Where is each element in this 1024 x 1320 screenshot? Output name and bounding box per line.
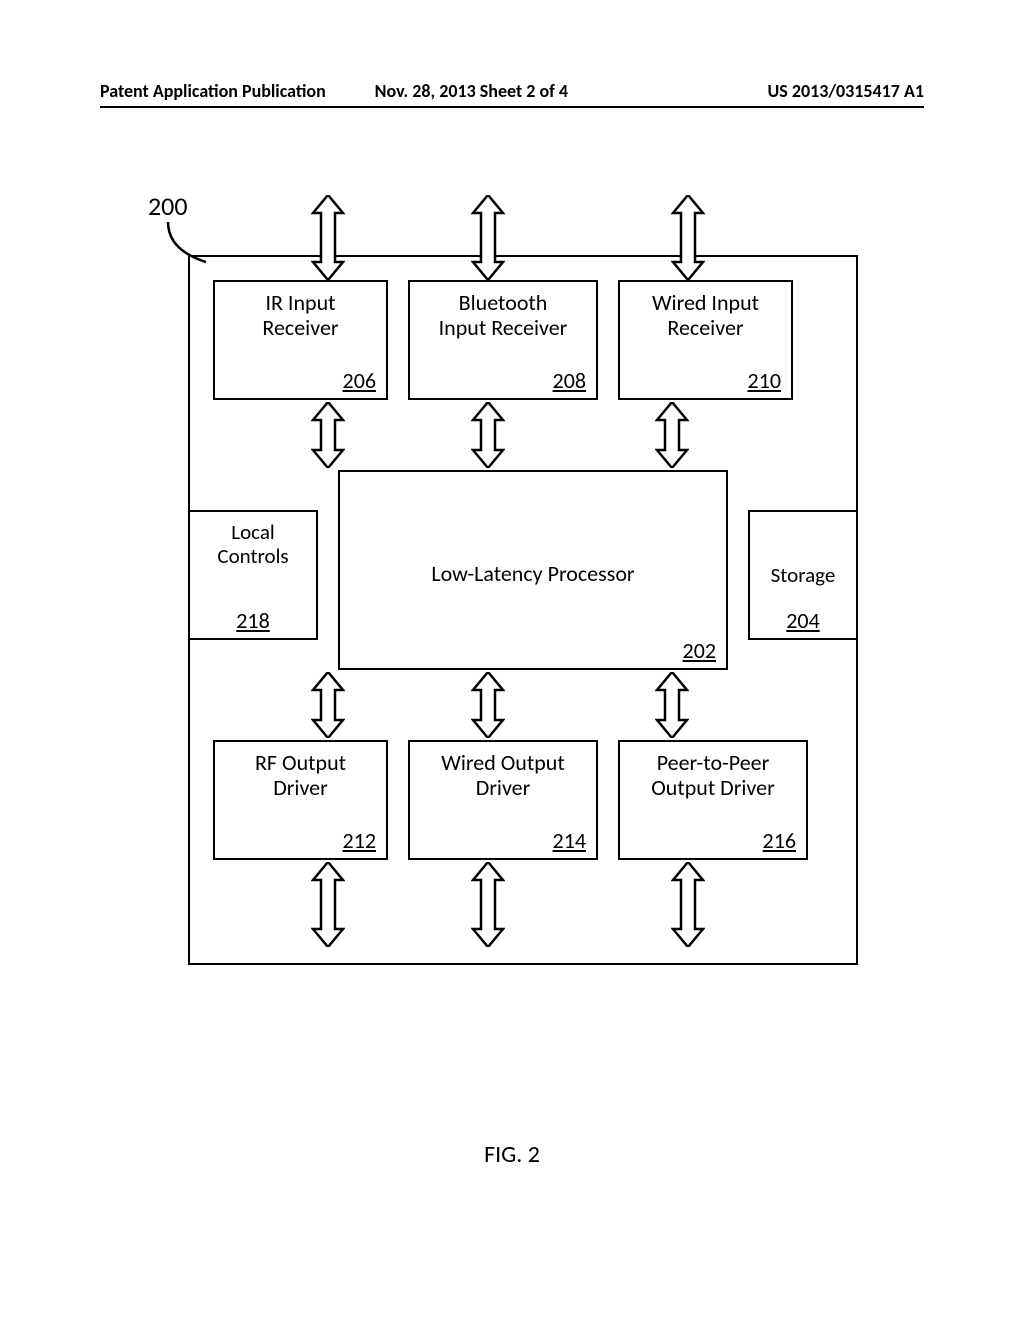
rf-label-2: Driver: [215, 775, 386, 800]
ir-refnum: 206: [343, 367, 376, 394]
p2p-label-1: Peer-to-Peer: [620, 750, 806, 775]
wiredin-refnum: 210: [748, 367, 781, 394]
bidir-arrow: [471, 672, 503, 738]
hdr-right: US 2013/0315417 A1: [649, 80, 924, 102]
local-label-1: Local: [190, 520, 316, 544]
ir-label-2: Receiver: [215, 315, 386, 340]
bluetooth-input-receiver-block: Bluetooth Input Receiver 208: [408, 280, 598, 400]
wired-output-driver-block: Wired Output Driver 214: [408, 740, 598, 860]
local-controls-block: Local Controls 218: [188, 510, 318, 640]
local-label-2: Controls: [190, 544, 316, 568]
bt-label-2: Input Receiver: [410, 315, 596, 340]
bidir-arrow: [311, 402, 343, 468]
bt-label-1: Bluetooth: [410, 290, 596, 315]
local-refnum: 218: [190, 607, 316, 634]
page-header: Patent Application Publication Nov. 28, …: [100, 80, 924, 108]
p2p-refnum: 216: [763, 827, 796, 854]
bidir-arrow: [655, 672, 687, 738]
bt-refnum: 208: [553, 367, 586, 394]
rf-output-driver-block: RF Output Driver 212: [213, 740, 388, 860]
hdr-left: Patent Application Publication: [100, 80, 375, 102]
figure-caption: FIG. 2: [128, 1140, 896, 1169]
wiredin-label-2: Receiver: [620, 315, 791, 340]
bidir-arrow: [311, 672, 343, 738]
reference-label-200: 200: [148, 190, 188, 222]
bidir-arrow: [671, 862, 703, 947]
bidir-arrow: [311, 195, 343, 280]
figure-2-diagram: 200 IR Input Receiver 206 Bluetooth Inpu…: [128, 180, 896, 1040]
wiredout-refnum: 214: [553, 827, 586, 854]
peer-to-peer-output-driver-block: Peer-to-Peer Output Driver 216: [618, 740, 808, 860]
wired-input-receiver-block: Wired Input Receiver 210: [618, 280, 793, 400]
wiredin-label-1: Wired Input: [620, 290, 791, 315]
wiredout-label-1: Wired Output: [410, 750, 596, 775]
bidir-arrow: [311, 862, 343, 947]
low-latency-processor-block: Low-Latency Processor 202: [338, 470, 728, 670]
proc-label: Low-Latency Processor: [340, 561, 726, 586]
bidir-arrow: [471, 195, 503, 280]
bidir-arrow: [671, 195, 703, 280]
storage-label: Storage: [750, 563, 856, 587]
bidir-arrow: [471, 402, 503, 468]
p2p-label-2: Output Driver: [620, 775, 806, 800]
wiredout-label-2: Driver: [410, 775, 596, 800]
storage-refnum: 204: [750, 607, 856, 634]
ir-label-1: IR Input: [215, 290, 386, 315]
bidir-arrow: [655, 402, 687, 468]
bidir-arrow: [471, 862, 503, 947]
storage-block: Storage 204: [748, 510, 858, 640]
ir-input-receiver-block: IR Input Receiver 206: [213, 280, 388, 400]
hdr-mid: Nov. 28, 2013 Sheet 2 of 4: [375, 80, 650, 102]
rf-label-1: RF Output: [215, 750, 386, 775]
rf-refnum: 212: [343, 827, 376, 854]
proc-refnum: 202: [683, 637, 716, 664]
